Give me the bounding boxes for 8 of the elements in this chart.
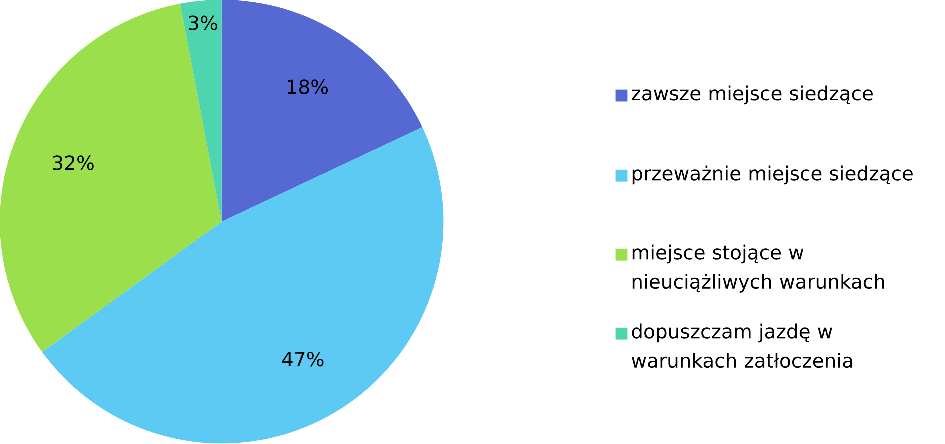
data-label: 18%	[288, 80, 328, 94]
data-label: 3%	[189, 16, 218, 31]
data-label: 47%	[282, 352, 324, 367]
legend-label: dopuszczam jazdę w warunkach zatłoczenia	[632, 324, 852, 368]
legend-label: miejsce stojące w nieuciążliwych warunkach	[632, 244, 884, 294]
legend-label: przeważnie miejsce siedzące	[632, 166, 913, 185]
legend-label: zawsze miejsce siedzące	[632, 86, 873, 105]
data-label: 32%	[53, 156, 94, 171]
